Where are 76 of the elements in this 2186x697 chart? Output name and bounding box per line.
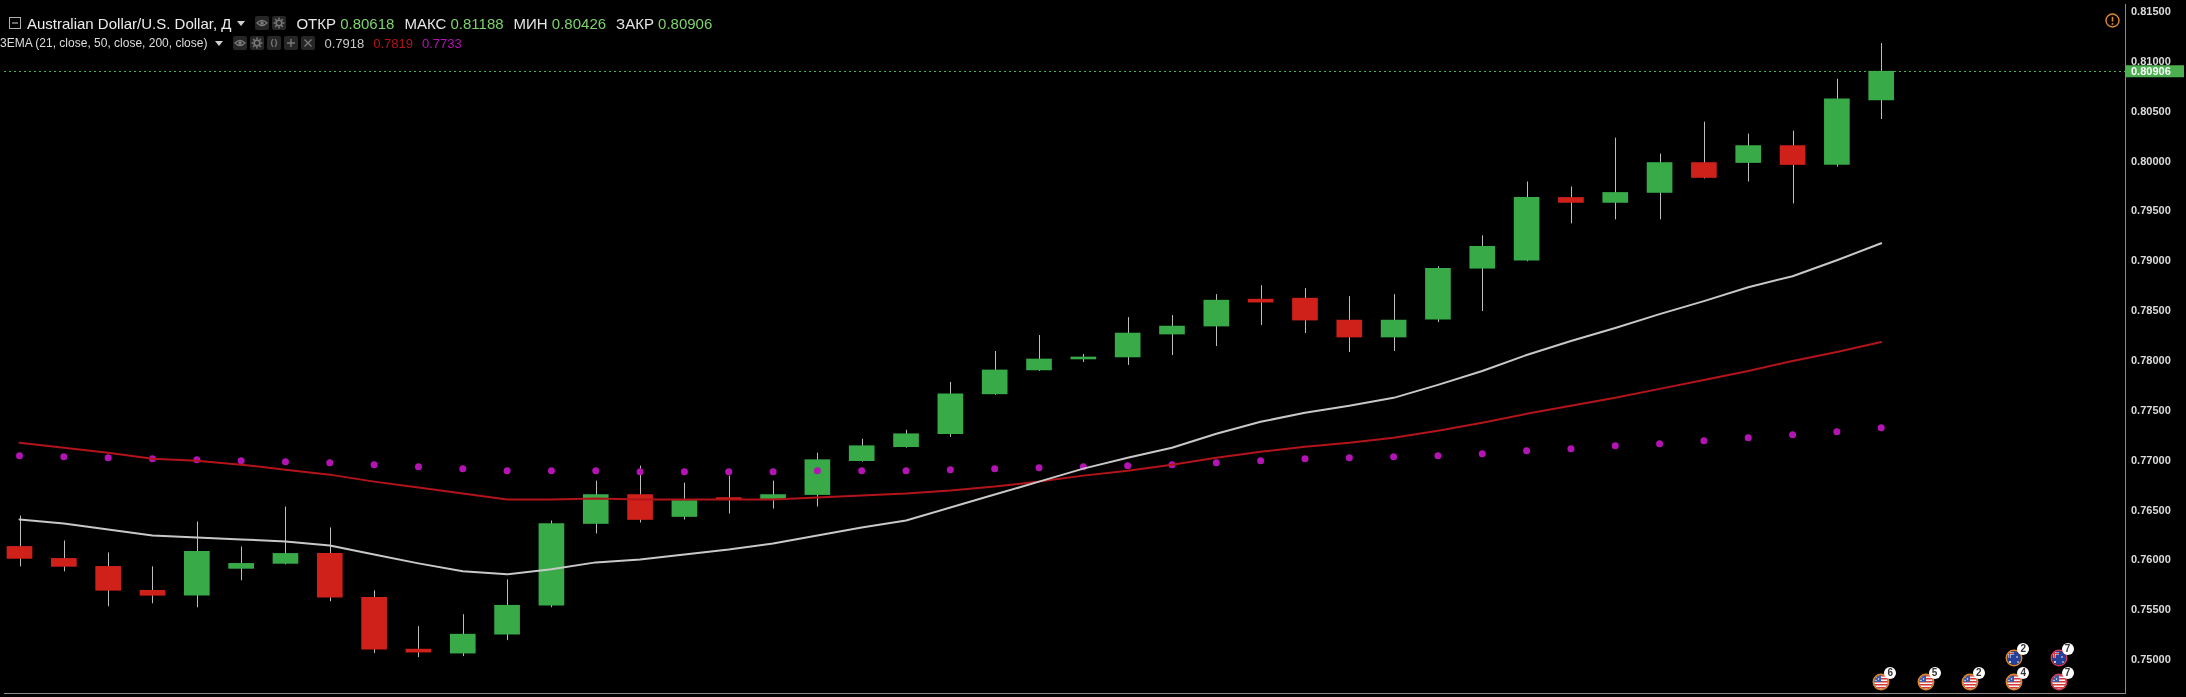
point xyxy=(946,466,954,474)
text: 4 xyxy=(2017,667,2030,679)
point xyxy=(1345,454,1353,462)
point xyxy=(636,468,644,476)
point xyxy=(902,467,910,475)
text: 2 xyxy=(1972,667,1985,679)
y-tick-label: 0.77000 xyxy=(2131,453,2171,466)
point xyxy=(1611,442,1619,450)
y-tick-label: 0.78000 xyxy=(2131,354,2171,366)
annotation: ЗАКР 0.80906 xyxy=(616,14,713,32)
annotation: МАКС 0.81188 xyxy=(404,14,504,32)
annotation: ОТКР 0.80618 xyxy=(296,14,395,32)
y-tick-label: 0.80000 xyxy=(2131,154,2171,167)
y-tick-label: 0.76500 xyxy=(2131,503,2171,516)
point xyxy=(104,454,112,462)
y-tick-label: 0.79500 xyxy=(2131,204,2171,217)
point xyxy=(1744,434,1752,442)
text: 7 xyxy=(2061,667,2074,679)
point xyxy=(1257,457,1265,465)
point xyxy=(326,459,334,467)
annotation: МИН 0.80426 xyxy=(513,14,607,32)
y-tick-label: 0.75000 xyxy=(2131,653,2171,666)
point xyxy=(725,468,733,476)
point xyxy=(237,457,245,465)
point xyxy=(1789,431,1797,439)
candlestick xyxy=(228,545,254,581)
text: 7 xyxy=(2061,643,2074,655)
point xyxy=(414,463,422,471)
y-tick-label: 0.76000 xyxy=(2131,553,2171,566)
y-tick-label: 0.77500 xyxy=(2131,403,2171,416)
point xyxy=(1434,452,1442,460)
point xyxy=(592,467,600,475)
legend-title: 3EMA (21, close, 50, close, 200, close) xyxy=(0,36,208,50)
point xyxy=(547,467,555,475)
point xyxy=(1656,440,1664,448)
point xyxy=(503,467,511,475)
point xyxy=(991,465,999,473)
text: 0.7819 xyxy=(373,35,413,51)
candlestick xyxy=(1602,137,1629,220)
point xyxy=(1700,437,1708,445)
point xyxy=(1212,459,1220,467)
point xyxy=(1877,424,1885,432)
text: 0.7733 xyxy=(421,35,462,51)
point xyxy=(1833,428,1841,436)
point xyxy=(1390,453,1398,461)
point xyxy=(1478,450,1486,458)
candlestick xyxy=(1558,185,1584,224)
point xyxy=(1124,462,1132,470)
point xyxy=(769,468,777,476)
point xyxy=(1567,445,1575,453)
y-tick-label: 0.75500 xyxy=(2131,603,2171,616)
point xyxy=(813,467,821,475)
point xyxy=(16,452,24,460)
y-tick-label: 0.78500 xyxy=(2131,304,2171,317)
y-tick-label: 0.79000 xyxy=(2131,254,2171,267)
point xyxy=(60,453,68,461)
candlestick xyxy=(760,480,786,510)
y-tick-label: 0.81000 xyxy=(2131,54,2171,67)
point xyxy=(1523,447,1531,455)
y-tick-label: 0.81500 xyxy=(2131,5,2171,18)
annotation: 6 xyxy=(1884,667,1897,679)
point xyxy=(281,458,289,466)
point xyxy=(370,461,378,469)
text: 2 xyxy=(2017,643,2030,655)
candlestick xyxy=(139,565,166,604)
point xyxy=(1301,455,1309,463)
y-tick-label: 0.80500 xyxy=(2131,104,2171,117)
text: 0.7918 xyxy=(324,35,365,51)
point xyxy=(680,468,688,476)
point xyxy=(1035,464,1043,472)
text: Australian Dollar/U.S. Dollar, Д xyxy=(27,14,232,32)
text: 0.80906 xyxy=(2131,64,2171,77)
text: 5 xyxy=(1928,667,1941,679)
point xyxy=(858,467,866,475)
candlestick xyxy=(1159,314,1185,356)
point xyxy=(459,465,467,473)
